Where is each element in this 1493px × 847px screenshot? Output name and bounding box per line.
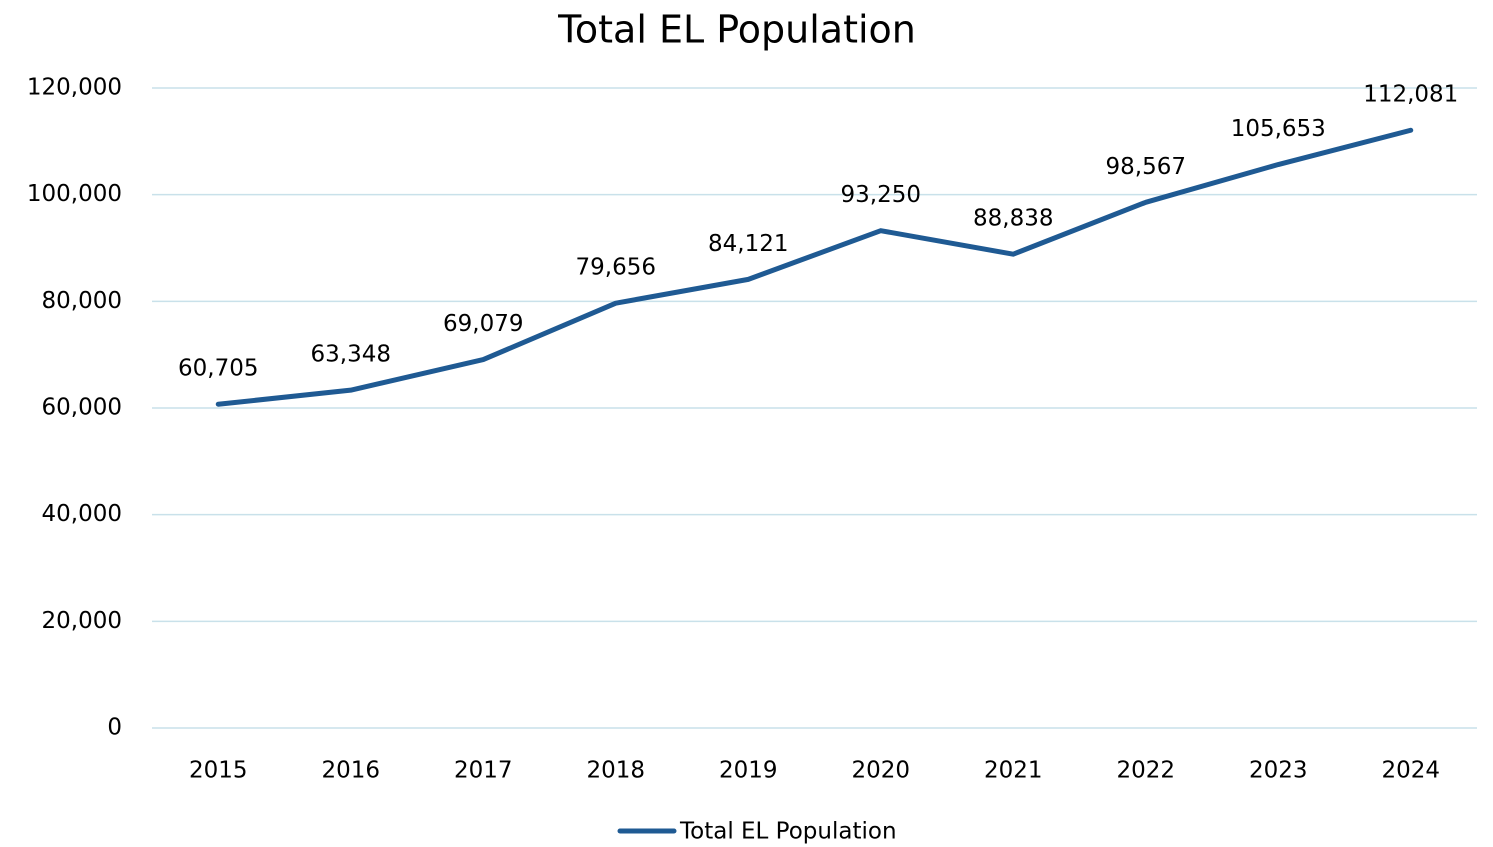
x-tick-label: 2024 <box>1381 758 1440 784</box>
y-tick-label: 100,000 <box>27 181 122 207</box>
legend-label: Total EL Population <box>679 819 897 845</box>
y-tick-label: 120,000 <box>27 75 122 101</box>
x-tick-label: 2022 <box>1116 758 1175 784</box>
data-label: 112,081 <box>1363 82 1458 108</box>
data-label: 69,079 <box>443 311 523 337</box>
x-tick-label: 2019 <box>719 758 778 784</box>
data-label: 84,121 <box>708 231 788 257</box>
data-label: 98,567 <box>1106 154 1186 180</box>
data-label: 79,656 <box>576 255 656 281</box>
x-tick-label: 2016 <box>321 758 380 784</box>
y-tick-label: 20,000 <box>42 608 122 634</box>
x-tick-label: 2020 <box>851 758 910 784</box>
data-label: 60,705 <box>178 356 258 382</box>
y-tick-label: 80,000 <box>42 288 122 314</box>
x-tick-label: 2018 <box>586 758 645 784</box>
data-label: 105,653 <box>1231 116 1326 142</box>
data-label: 93,250 <box>841 182 921 208</box>
data-label: 63,348 <box>311 342 391 368</box>
x-tick-label: 2017 <box>454 758 513 784</box>
x-tick-label: 2023 <box>1249 758 1308 784</box>
x-tick-label: 2015 <box>189 758 248 784</box>
data-label: 88,838 <box>973 206 1053 232</box>
chart-title: Total EL Population <box>557 8 916 52</box>
x-tick-label: 2021 <box>984 758 1043 784</box>
y-tick-label: 0 <box>107 715 122 741</box>
y-tick-label: 40,000 <box>42 501 122 527</box>
data-line <box>215 127 1414 407</box>
y-tick-label: 60,000 <box>42 395 122 421</box>
